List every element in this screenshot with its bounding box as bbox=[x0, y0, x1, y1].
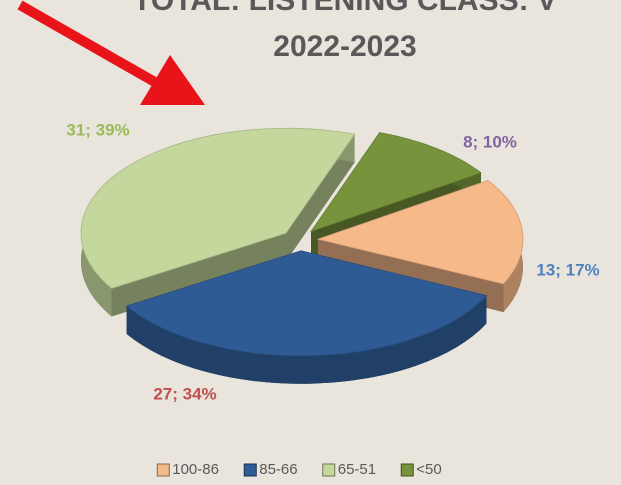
slice bbox=[316, 180, 524, 285]
data-label: 8; 10% bbox=[463, 132, 517, 151]
slice-side bbox=[111, 233, 286, 317]
chart-subtitle: 2022-2023 bbox=[273, 30, 416, 63]
data-label: 31; 39% bbox=[66, 120, 129, 139]
arrow-head bbox=[140, 55, 205, 105]
slice-wall bbox=[126, 295, 487, 384]
legend-item: 85-66 bbox=[243, 461, 298, 478]
legend-label: 65-51 bbox=[338, 461, 376, 478]
legend-label: 85-66 bbox=[259, 461, 297, 478]
slice-side bbox=[285, 134, 355, 262]
legend-item: 100-86 bbox=[156, 461, 219, 478]
chart-title: TOTAL: LISTENING CLASS: V bbox=[133, 0, 557, 17]
legend-label: <50 bbox=[416, 461, 441, 478]
data-label: 13; 17% bbox=[536, 260, 599, 279]
slice bbox=[309, 132, 482, 233]
legend-item: 65-51 bbox=[322, 461, 376, 478]
legend-swatch bbox=[156, 463, 170, 477]
slice bbox=[80, 127, 356, 289]
legend-label: 100-86 bbox=[172, 461, 219, 478]
legend-swatch bbox=[243, 463, 257, 477]
legend-item: <50 bbox=[400, 461, 442, 478]
legend-swatch bbox=[400, 463, 414, 477]
legend-swatch bbox=[322, 463, 336, 477]
data-label: 27; 34% bbox=[153, 384, 216, 403]
pie bbox=[80, 127, 524, 384]
slice bbox=[125, 250, 488, 357]
arrow-shaft bbox=[17, 0, 163, 90]
legend: 100-86 85-66 65-51 <50 bbox=[156, 461, 442, 478]
arrow bbox=[17, 0, 205, 105]
